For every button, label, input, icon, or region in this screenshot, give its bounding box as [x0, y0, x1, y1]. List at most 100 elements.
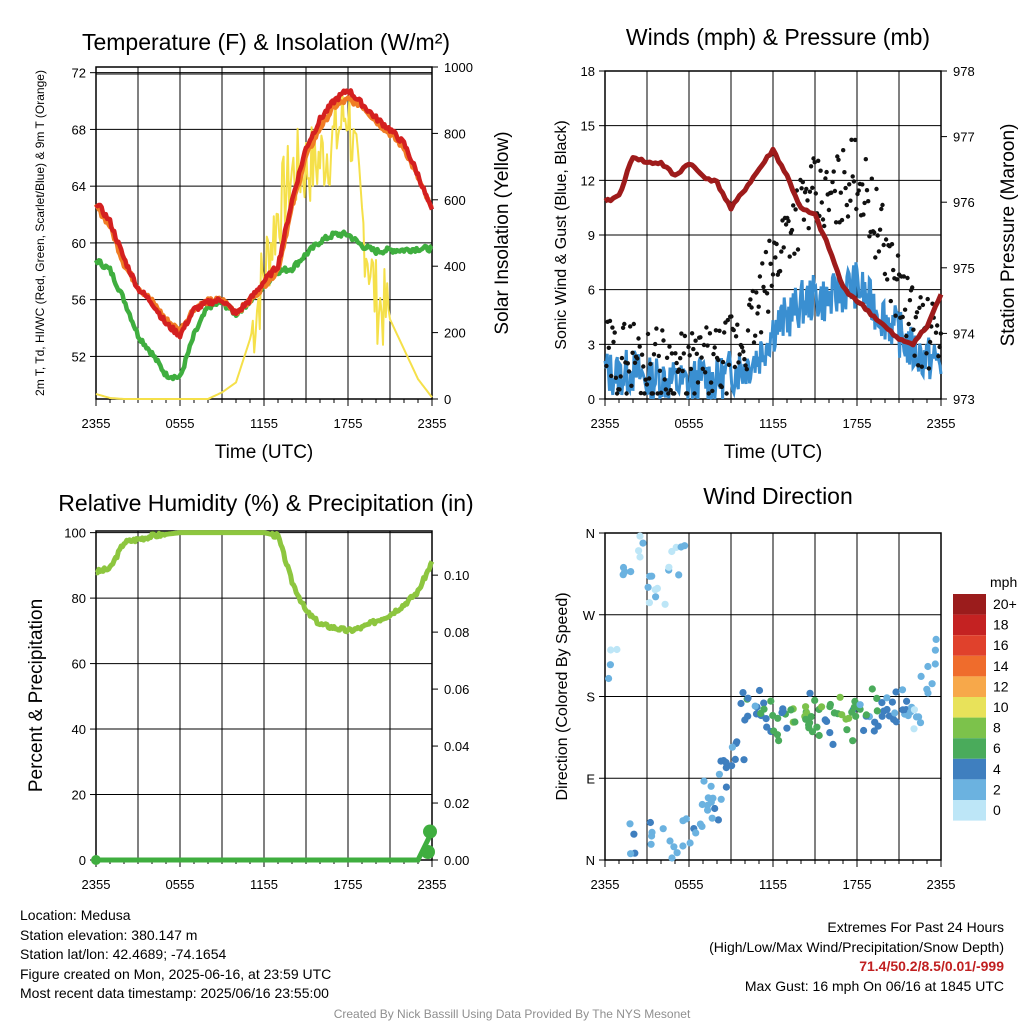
extremes-info: Extremes For Past 24 Hours (High/Low/Max…: [709, 918, 1004, 996]
direction-point: [647, 840, 655, 848]
gust-point: [816, 158, 821, 163]
direction-point: [892, 688, 900, 696]
gust-point: [838, 190, 843, 195]
direction-point: [923, 685, 931, 693]
gust-point: [927, 339, 933, 345]
x-tick-label: 0555: [166, 416, 195, 431]
direction-point: [903, 697, 911, 705]
gust-point: [767, 238, 772, 243]
gust-point: [864, 188, 870, 193]
gust-point: [717, 328, 722, 333]
gust-point: [880, 202, 885, 208]
direction-point: [856, 701, 864, 709]
direction-point: [675, 571, 683, 579]
gust-point: [806, 226, 811, 231]
direction-point: [874, 722, 882, 730]
legend-swatch: [953, 594, 986, 615]
direction-point: [630, 830, 638, 838]
gust-point: [741, 349, 746, 354]
direction-point: [744, 694, 752, 702]
gust-point: [901, 274, 907, 279]
y2-tick-label: 600: [444, 193, 466, 208]
gust-point: [678, 356, 683, 361]
gust-point: [855, 191, 860, 197]
y-tick-label: N: [586, 853, 595, 868]
gust-point: [914, 310, 920, 315]
y-tick-label: 0: [79, 853, 86, 868]
gust-point: [849, 137, 854, 142]
direction-point: [744, 712, 752, 720]
direction-point: [806, 719, 814, 727]
direction-point: [910, 706, 919, 714]
gust-point: [924, 351, 929, 356]
gust-point: [818, 168, 823, 173]
gust-point: [624, 391, 629, 396]
precip-point: [91, 855, 101, 865]
y-tick-label: 60: [72, 236, 86, 251]
y2-tick-label: 0.08: [444, 625, 469, 640]
gust-point: [805, 198, 810, 203]
direction-point: [739, 689, 747, 697]
gust-point: [774, 241, 779, 247]
x-tick-label: 0555: [675, 416, 704, 431]
gust-point: [604, 363, 609, 369]
direction-point: [836, 693, 844, 701]
gust-point: [736, 360, 741, 365]
gust-point: [839, 217, 845, 223]
location-text: Location: Medusa: [20, 907, 131, 923]
direction-point: [636, 553, 644, 561]
direction-point: [619, 571, 627, 579]
y-tick-label: 20: [72, 788, 86, 803]
gust-point: [836, 157, 841, 162]
gust-point: [749, 305, 754, 310]
gust-point: [726, 362, 732, 367]
humidity-series-group: [91, 530, 437, 865]
gust-point: [642, 391, 647, 396]
direction-point: [775, 737, 783, 745]
direction-point: [850, 703, 859, 711]
direction-point: [917, 672, 925, 681]
gust-point: [829, 190, 834, 195]
gust-point: [630, 350, 635, 355]
y-tick-label: 12: [581, 173, 595, 188]
gust-point: [688, 366, 694, 372]
gust-point: [910, 285, 915, 290]
gust-point: [654, 326, 659, 331]
legend-swatch: [953, 758, 986, 780]
y2-tick-label: 977: [953, 130, 975, 145]
gust-point: [799, 186, 804, 191]
gust-point: [680, 368, 685, 374]
gust-point: [655, 391, 660, 396]
y2-tick-label: 400: [444, 259, 466, 274]
direction-point: [696, 820, 705, 828]
gust-point: [844, 202, 849, 208]
direction-point: [626, 820, 634, 828]
series-line-precipitation: [96, 830, 435, 863]
series-line-blue: [603, 262, 943, 400]
direction-point: [843, 726, 851, 734]
legend-label: 0: [993, 802, 1001, 818]
gust-point: [822, 223, 827, 229]
direction-point: [704, 806, 712, 814]
direction-point: [755, 686, 764, 695]
gust-point: [843, 185, 848, 191]
direction-point: [878, 699, 886, 707]
direction-point: [733, 738, 741, 746]
gust-point: [609, 373, 614, 379]
station-info: Location: Medusa Station elevation: 380.…: [20, 906, 331, 1004]
gust-point: [882, 271, 888, 277]
gust-point: [628, 324, 633, 329]
gust-point: [722, 330, 727, 335]
gust-point: [743, 363, 748, 368]
gust-point: [631, 321, 636, 327]
direction-point: [808, 728, 817, 736]
y-tick-label: W: [583, 608, 596, 623]
gust-point: [807, 189, 813, 194]
direction-point: [862, 711, 871, 719]
gust-point: [672, 391, 677, 396]
gust-point: [883, 237, 889, 242]
x-axis-label: Time (UTC): [215, 442, 314, 463]
direction-point: [659, 825, 667, 833]
y2-tick-label: 976: [953, 195, 975, 210]
